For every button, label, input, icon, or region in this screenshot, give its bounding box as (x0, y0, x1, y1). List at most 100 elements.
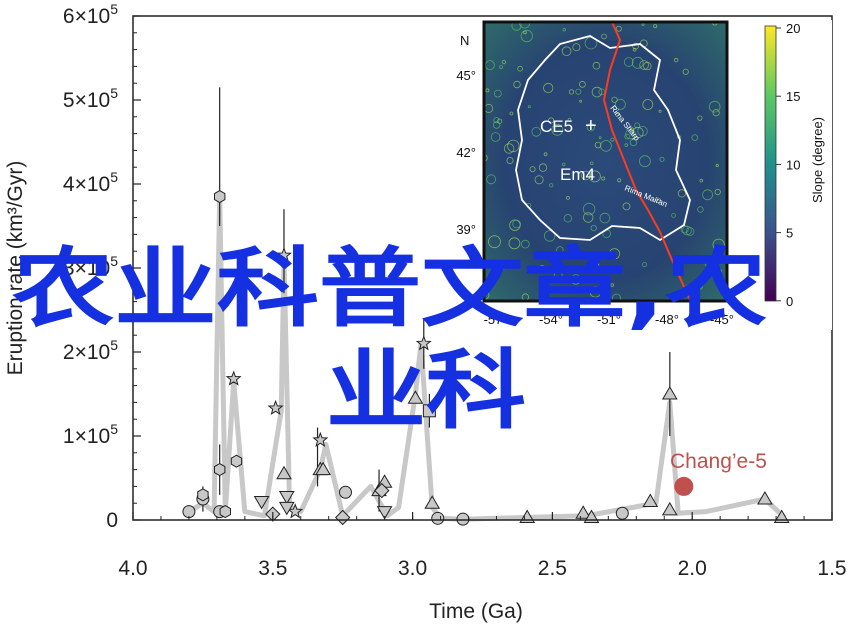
y-tick-label: 3×105 (63, 253, 118, 280)
x-tick-label: 3.0 (398, 557, 427, 580)
longitude-label: -48° (655, 312, 679, 327)
crater (579, 99, 582, 103)
crater (637, 125, 648, 137)
data-point-triangle-down (278, 491, 295, 505)
crater (589, 285, 602, 298)
crater (624, 133, 630, 140)
data-point-triangle-up (661, 501, 678, 516)
x-axis-title: Time (Ga) (429, 600, 523, 623)
crater (547, 287, 551, 291)
crater (568, 89, 575, 95)
data-point-star (275, 246, 292, 263)
mare-boundary (515, 35, 691, 242)
x-tick-labels: 4.0 3.5 3.0 2.5 2.0 1.5 (118, 557, 846, 580)
crater (591, 86, 603, 98)
crater (517, 65, 523, 72)
crater (589, 259, 597, 267)
crater (551, 123, 564, 136)
region-label-em4: Em4 (560, 165, 595, 184)
crater (539, 284, 546, 290)
colorbar-tick-label: 5 (786, 226, 793, 241)
crater (599, 212, 611, 224)
crater (511, 22, 522, 31)
slope-raster (484, 22, 727, 301)
data-point-star (267, 399, 284, 416)
inset-slope-map: N CE5 + Em4 Rima Sharp Rima Mairan 45°42… (444, 20, 832, 330)
crater (538, 163, 548, 172)
crater (714, 188, 721, 196)
crater (639, 155, 651, 168)
crater (485, 88, 490, 93)
crater (570, 274, 582, 285)
colorbar-tick-label: 10 (786, 157, 800, 172)
colorbar-tick-label: 15 (786, 89, 800, 104)
crater (543, 82, 554, 94)
data-point-hexagon (219, 505, 231, 519)
inset-latitude-labels: 45° 42° 39° (456, 68, 476, 237)
data-point-circle (615, 506, 629, 520)
crater (699, 178, 704, 183)
data-point-triangle-up (424, 495, 441, 509)
crater (507, 139, 520, 153)
data-point-triangle-down (376, 506, 393, 520)
crater (586, 252, 595, 260)
data-point-change5 (674, 476, 694, 496)
crater (592, 61, 601, 70)
crater (634, 122, 641, 129)
x-tick-label: 1.5 (817, 557, 846, 580)
crater (631, 56, 644, 69)
crater (589, 170, 601, 183)
data-point-triangle-up (757, 491, 773, 505)
change5-annotation: Chang’e-5 (670, 450, 767, 473)
y-tick-label: 0 (106, 509, 118, 532)
crater (601, 33, 607, 40)
crater (566, 195, 570, 200)
crater (682, 225, 692, 236)
data-point-circle (456, 512, 470, 526)
data-point-hexagon (214, 190, 226, 204)
x-tick-label: 2.5 (538, 557, 567, 580)
rima-sharp-line (602, 22, 691, 301)
crater (538, 264, 546, 273)
crater (715, 163, 719, 168)
data-point-triangle-up (315, 461, 331, 476)
crater (512, 219, 521, 229)
colorbar-tick-label: 20 (786, 21, 800, 36)
latitude-label: 39° (456, 222, 476, 237)
data-point-hexagon (230, 454, 243, 468)
colorbar-ticks: 20 15 10 5 0 (776, 21, 800, 309)
crater (594, 141, 602, 149)
crater (520, 29, 533, 43)
marker-layer (182, 190, 790, 526)
crater (575, 88, 582, 95)
watermark-line-2: 业科 (326, 341, 526, 441)
crater (598, 136, 602, 140)
longitude-label: -57 (484, 312, 503, 327)
crater (697, 115, 703, 121)
crater (549, 183, 554, 188)
longitude-label: -51° (597, 312, 621, 327)
crater (543, 152, 548, 157)
crater (486, 174, 497, 185)
crater (615, 99, 626, 110)
longitude-label: -45° (710, 312, 734, 327)
watermark-line-1: 农业科普文章,农 (12, 239, 767, 339)
crater (589, 161, 594, 166)
crater (493, 89, 502, 98)
crater (611, 293, 622, 301)
crater (548, 117, 555, 124)
crater (614, 111, 620, 117)
crater (658, 109, 662, 113)
ce5-cross: + (585, 115, 597, 137)
longitude-label: -54° (539, 312, 563, 327)
crater (492, 121, 501, 129)
y-axis-title: Eruption rate (km³/Gyr) (4, 161, 27, 376)
crater (583, 212, 594, 223)
crater (622, 202, 631, 211)
y-tick-label: 4×105 (63, 169, 118, 196)
crater (500, 265, 505, 270)
data-point-hexagon (197, 488, 209, 502)
data-point-star (312, 431, 329, 448)
y-tick-labels: 0 1×105 2×105 3×105 4×105 5×105 6×105 (63, 1, 118, 532)
x-tick-label: 2.0 (678, 557, 707, 580)
